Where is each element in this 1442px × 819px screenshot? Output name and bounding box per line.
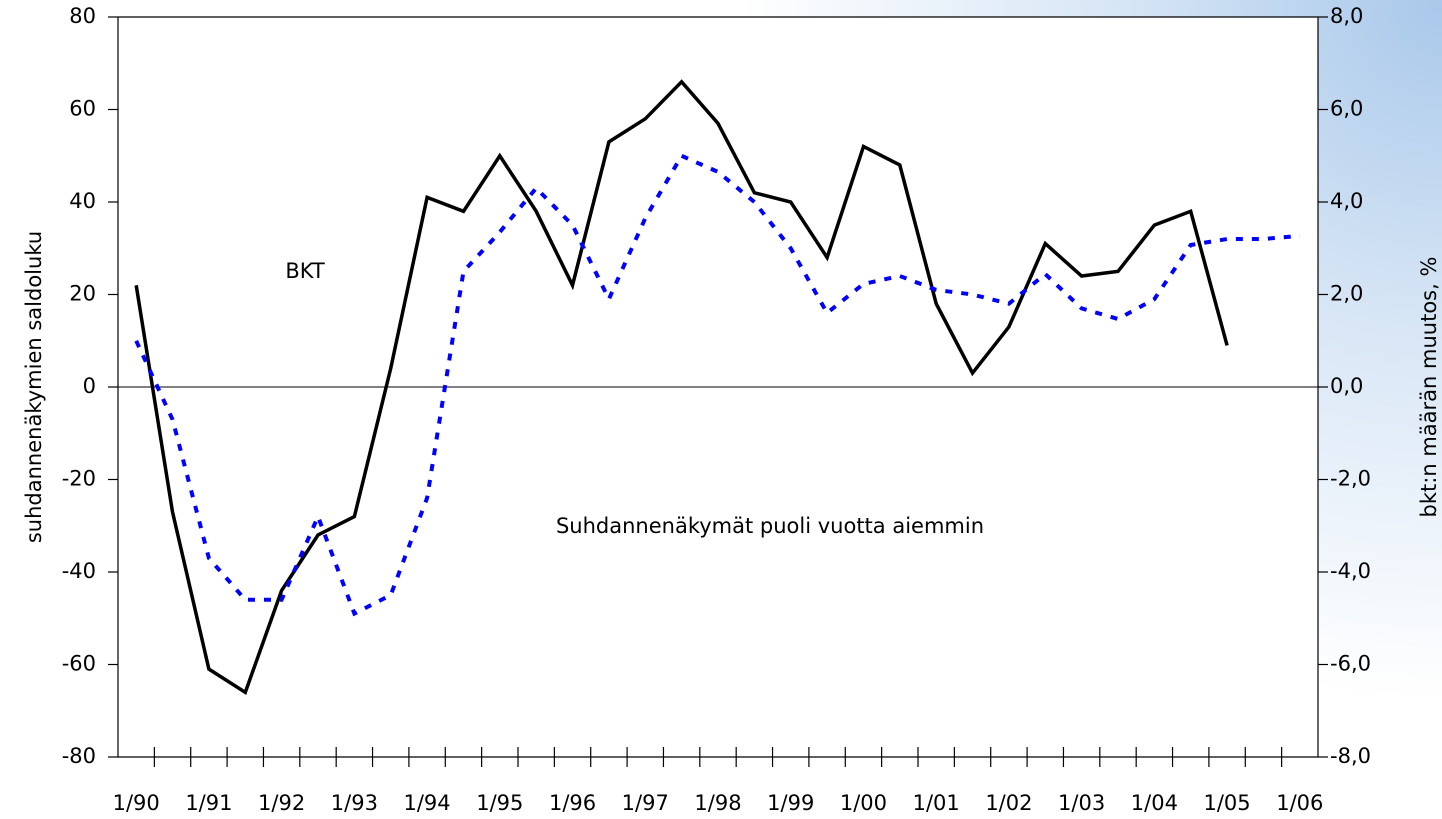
y-tick-label: -40 <box>62 559 96 583</box>
x-tick-label: 1/04 <box>1131 791 1178 815</box>
y-axis-title: suhdannenäkymien saldoluku <box>22 231 46 543</box>
x-tick-label: 1/90 <box>113 791 160 815</box>
y2-tick-label: -2,0 <box>1330 467 1371 491</box>
y2-tick-label: -6,0 <box>1330 652 1371 676</box>
x-tick-label: 1/98 <box>694 791 741 815</box>
x-tick-label: 1/03 <box>1058 791 1105 815</box>
x-tick-label: 1/91 <box>185 791 232 815</box>
x-tick-label: 1/95 <box>476 791 523 815</box>
y2-tick-label: 0,0 <box>1330 374 1363 398</box>
y2-axis-title: bkt:n määrän muutos, % <box>1417 257 1441 518</box>
y2-tick-label: -4,0 <box>1330 559 1371 583</box>
y-tick-label: 60 <box>69 97 96 121</box>
y2-tick-label: 8,0 <box>1330 4 1363 28</box>
y-tick-label: -80 <box>62 744 96 768</box>
x-tick-label: 1/96 <box>549 791 596 815</box>
y2-tick-label: 4,0 <box>1330 189 1363 213</box>
y2-tick-label: -8,0 <box>1330 744 1371 768</box>
x-tick-label: 1/06 <box>1276 791 1323 815</box>
y-tick-label: 0 <box>83 374 96 398</box>
x-tick-label: 1/97 <box>622 791 669 815</box>
y-tick-label: -60 <box>62 652 96 676</box>
x-tick-label: 1/02 <box>985 791 1032 815</box>
y2-tick-label: 2,0 <box>1330 282 1363 306</box>
series-label: Suhdannenäkymät puoli vuotta aiemmin <box>556 514 984 538</box>
x-tick-label: 1/00 <box>840 791 887 815</box>
x-tick-label: 1/92 <box>258 791 305 815</box>
y-tick-label: 80 <box>69 4 96 28</box>
series-label: BKT <box>285 259 325 283</box>
y-tick-label: 20 <box>69 282 96 306</box>
x-tick-label: 1/05 <box>1204 791 1251 815</box>
y-tick-label: -20 <box>62 467 96 491</box>
y2-tick-label: 6,0 <box>1330 97 1363 121</box>
x-tick-label: 1/93 <box>331 791 378 815</box>
x-tick-label: 1/99 <box>767 791 814 815</box>
x-tick-label: 1/94 <box>404 791 451 815</box>
y-tick-label: 40 <box>69 189 96 213</box>
x-tick-label: 1/01 <box>913 791 960 815</box>
series-line <box>134 79 1229 695</box>
